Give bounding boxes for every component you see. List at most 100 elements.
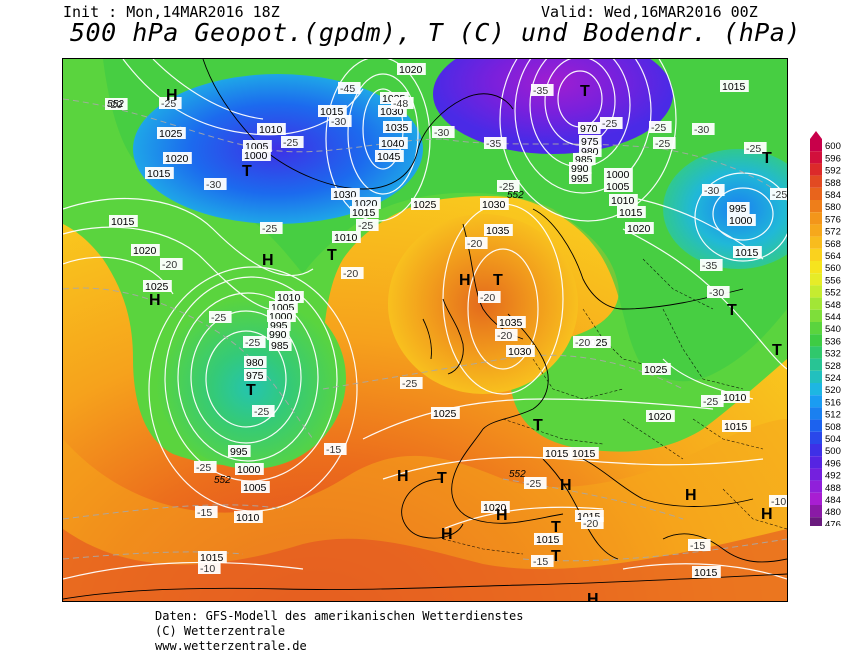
legend-swatch	[810, 236, 822, 249]
isobar-label: 1025	[413, 199, 437, 211]
isobar-label: 1040	[381, 138, 405, 150]
legend-value: 500	[825, 446, 841, 457]
isotherm-label: -25	[703, 396, 718, 408]
high-pressure-marker: H	[166, 87, 178, 104]
low-pressure-marker: T	[551, 548, 561, 565]
isobar-label: 1025	[433, 408, 457, 420]
isotherm-label-box	[195, 506, 218, 518]
legend-swatch	[810, 261, 822, 274]
isotherm-label-box	[432, 126, 455, 138]
isobar-label-box	[570, 447, 599, 459]
init-time: Init : Mon,14MAR2016 18Z	[63, 3, 280, 21]
legend-swatch	[810, 480, 822, 493]
isotherm-label: -15	[690, 540, 705, 552]
isotherm-label: -25	[211, 312, 226, 324]
isobar-label-box	[198, 551, 227, 563]
geopotential-label: 552	[107, 99, 124, 110]
legend-value: 524	[825, 373, 841, 384]
legend-swatch	[810, 187, 822, 200]
isobar-label: 1010	[259, 124, 283, 136]
legend-value: 504	[825, 434, 841, 445]
isobar-label: 1020	[399, 64, 423, 76]
legend-value: 508	[825, 422, 841, 433]
legend-value: 532	[825, 349, 841, 360]
isotherm-label-box	[252, 405, 275, 417]
low-pressure-marker: T	[727, 302, 737, 319]
high-pressure-marker: H	[560, 477, 572, 494]
isobar-label: 1035	[486, 225, 510, 237]
isobar-label: 1015	[572, 448, 596, 460]
isotherm-label: -25	[402, 378, 417, 390]
isotherm-label: -20	[575, 337, 590, 349]
low-pressure-marker: T	[437, 470, 447, 487]
isobar-label-box	[604, 168, 633, 180]
isobar-label-box	[244, 369, 267, 381]
isotherm-label: -20	[583, 518, 598, 530]
website-link[interactable]: www.wetterzentrale.de	[155, 639, 307, 653]
isobar-label-box	[241, 481, 270, 493]
isobar-label: 1020	[483, 502, 507, 514]
isotherm-label: -25	[602, 118, 617, 130]
legend-swatch	[810, 273, 822, 286]
weather-map[interactable]: 1020102510301035104010451015101010051000…	[62, 58, 788, 602]
isotherm-label-box	[770, 188, 787, 200]
low-pressure-marker: T	[327, 247, 337, 264]
isobar-label: 1020	[648, 411, 672, 423]
copyright: (C) Wetterzentrale	[155, 624, 286, 638]
isobar-label: 1000	[729, 215, 753, 227]
legend-value: 540	[825, 324, 841, 335]
isobar-label-box	[733, 246, 762, 258]
isotherm-label-box	[702, 184, 725, 196]
isobar-label: 1010	[334, 232, 358, 244]
isobar-label: 1045	[377, 151, 401, 163]
isobar-label: 980	[246, 357, 264, 369]
legend-swatch	[810, 431, 822, 444]
low-pressure-marker: T	[493, 272, 503, 289]
isotherm-label-box	[701, 395, 724, 407]
high-pressure-marker: H	[685, 487, 697, 504]
isobar-label-box	[383, 121, 412, 133]
legend-value: 584	[825, 190, 841, 201]
legend-value: 560	[825, 263, 841, 274]
isobar-label: 1015	[735, 247, 759, 259]
legend-value: 564	[825, 251, 841, 262]
isobar-label-box	[642, 363, 671, 375]
isobar-label: 1000	[244, 150, 268, 162]
legend-value: 520	[825, 385, 841, 396]
isotherm-label: -20	[162, 259, 177, 271]
isotherm-label: -25	[161, 98, 176, 110]
isotherm-label: -25	[358, 220, 373, 232]
high-pressure-marker: H	[149, 292, 161, 309]
isotherm-label-box	[600, 117, 623, 129]
isotherm-label-box	[465, 237, 488, 249]
legend-value: 480	[825, 507, 841, 518]
isobar-label-box	[145, 167, 174, 179]
legend-swatch	[810, 175, 822, 188]
isobar-label-box	[228, 445, 251, 457]
isotherm-label-box	[581, 517, 604, 529]
legend-swatch	[810, 285, 822, 298]
legend-swatch	[810, 395, 822, 408]
isobar-label-box	[242, 149, 271, 161]
isobar-label-box	[275, 291, 304, 303]
legend-swatch	[810, 456, 822, 469]
isobar-label-box	[109, 215, 138, 227]
legend-value: 488	[825, 483, 841, 494]
isotherm-label-box	[281, 136, 304, 148]
isobar-label-box	[579, 135, 602, 147]
subtropical-core	[63, 529, 787, 601]
isotherm-label-box	[159, 97, 182, 109]
isotherm-label-box	[769, 495, 787, 507]
isotherm-label: -25	[283, 137, 298, 149]
isotherm-label: -20	[467, 238, 482, 250]
subtropical-belt	[63, 419, 787, 601]
isotherm-label: -25	[254, 406, 269, 418]
isotherm-label-box	[338, 82, 361, 94]
isotherm-label: -15	[197, 507, 212, 519]
isobar-label-box	[411, 198, 440, 210]
high-pressure-marker: H	[441, 526, 453, 543]
isobar-label: 985	[271, 340, 289, 352]
isobar-label-box	[318, 105, 347, 117]
legend-swatch	[810, 358, 822, 371]
isotherm-label: -45	[340, 83, 355, 95]
